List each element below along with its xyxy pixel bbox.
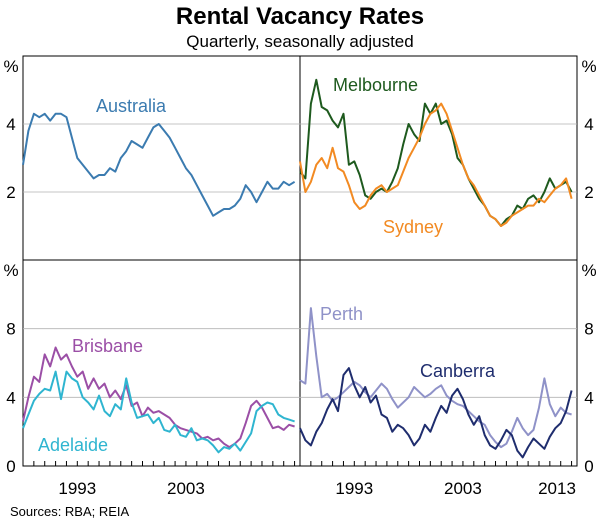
y-axis-unit-left: % (3, 57, 18, 76)
panel-bottom-right: Perth Canberra 1993 2003 2013 (299, 304, 577, 498)
y-axis-unit-right: % (581, 261, 596, 280)
y-tick-label-right: 4 (584, 115, 593, 134)
series-line-melbourne (299, 78, 573, 227)
x-tick-label: 1993 (335, 479, 373, 498)
x-tick-label: 2003 (444, 479, 482, 498)
y-tick-label-right: 0 (584, 457, 593, 476)
y-axis-unit-left: % (3, 261, 18, 280)
y-tick-label-left: 8 (6, 320, 15, 339)
panel-top-left: % % 2 2 4 4 Australia (3, 57, 597, 217)
y-tick-label-left: 4 (6, 115, 15, 134)
chart-title: Rental Vacancy Rates (176, 3, 424, 30)
series-label-canberra: Canberra (420, 361, 496, 381)
series-line-canberra (299, 367, 573, 459)
series-label-brisbane: Brisbane (72, 336, 143, 356)
y-axis-unit-right: % (581, 57, 596, 76)
y-tick-label-right: 4 (584, 388, 593, 407)
series-line-brisbane (22, 346, 295, 449)
panel-bottom-left: % % 0 0 4 4 8 8 Brisbane Adelaide 1993 2003 (3, 261, 596, 498)
y-tick-label-left: 2 (6, 183, 15, 202)
y-tick-label-right: 2 (584, 183, 593, 202)
y-tick-label-left: 4 (6, 388, 15, 407)
x-tick-label: 1993 (58, 479, 96, 498)
panel-top-right: Melbourne Sydney (299, 75, 577, 237)
x-tick-label: 2013 (538, 479, 576, 498)
series-label-perth: Perth (320, 304, 363, 324)
x-tick-label: 2003 (167, 479, 205, 498)
series-label-sydney: Sydney (383, 217, 443, 237)
series-label-melbourne: Melbourne (333, 75, 418, 95)
series-line-sydney (299, 102, 573, 227)
series-line-adelaide (22, 370, 295, 454)
series-line-perth (299, 307, 572, 449)
series-label-australia: Australia (96, 96, 167, 116)
series-line-australia (22, 112, 296, 217)
source-note: Sources: RBA; REIA (10, 504, 130, 519)
y-tick-label-right: 8 (584, 320, 593, 339)
y-tick-label-left: 0 (6, 457, 15, 476)
series-label-adelaide: Adelaide (38, 435, 108, 455)
plot-area: % % 2 2 4 4 Australia Melbourne Sydney% % 0 0 4 4 8 8 Br… (3, 55, 597, 498)
chart-subtitle: Quarterly, seasonally adjusted (186, 32, 413, 51)
